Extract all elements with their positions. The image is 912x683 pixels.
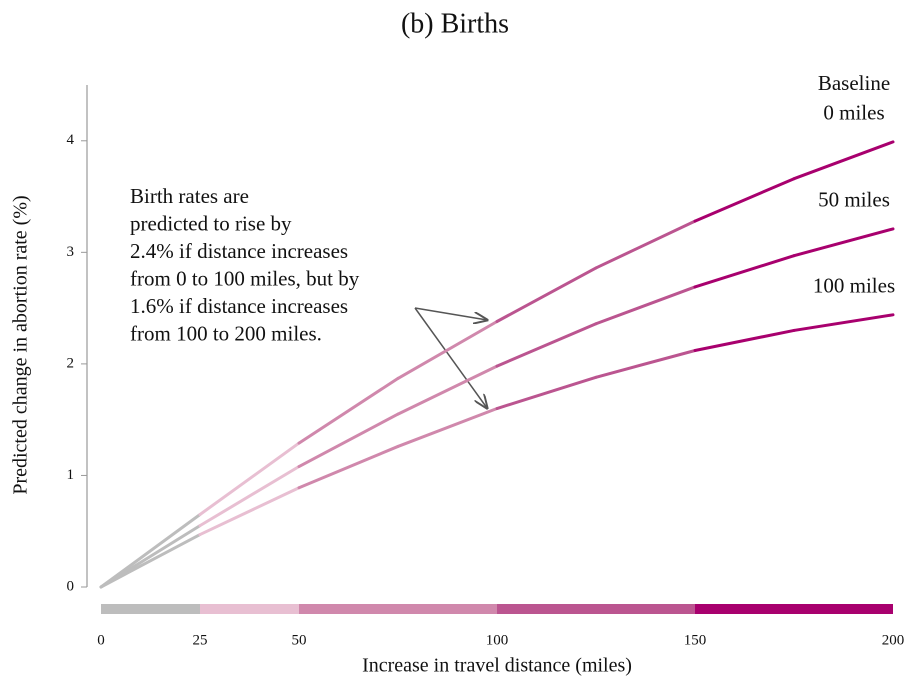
series-label: 0 miles — [823, 101, 884, 125]
y-tick-label: 3 — [67, 244, 75, 260]
line-segment — [297, 412, 400, 469]
line-segment — [594, 219, 697, 270]
line-segment — [297, 376, 400, 445]
x-tick-label: 150 — [684, 632, 707, 648]
line-segment — [792, 227, 895, 258]
y-tick-label: 1 — [67, 467, 75, 483]
line-segment — [396, 407, 499, 448]
line-segment — [198, 465, 301, 528]
annotation: from 100 to 200 miles. — [130, 321, 322, 345]
color-bar-segment — [101, 604, 200, 614]
line-segment — [198, 441, 301, 516]
line-segment — [396, 319, 499, 380]
x-tick-label: 100 — [486, 632, 509, 648]
x-tick-label: 0 — [97, 632, 105, 648]
line-segment — [594, 285, 697, 326]
x-tick-label: 25 — [193, 632, 208, 648]
series-label: 50 miles — [818, 188, 890, 212]
line-segment — [693, 328, 796, 353]
line-segment — [99, 512, 202, 589]
arrow — [414, 307, 487, 320]
line-segment — [495, 266, 598, 323]
chart-title: (b) Births — [401, 8, 509, 39]
line-segment — [198, 486, 301, 537]
annotation: predicted to rise by — [130, 211, 292, 235]
x-tick-label: 200 — [882, 632, 905, 648]
line-segment — [99, 533, 202, 589]
color-bar-segment — [695, 604, 893, 614]
x-axis-label: Increase in travel distance (miles) — [362, 655, 632, 677]
line-segment — [693, 254, 796, 289]
legend-title: Baseline — [818, 71, 890, 95]
x-tick-label: 50 — [292, 632, 307, 648]
color-bar-segment — [497, 604, 695, 614]
line-segment — [396, 364, 499, 416]
annotation: from 0 to 100 miles, but by — [130, 266, 360, 290]
y-axis-label: Predicted change in abortion rate (%) — [10, 195, 32, 494]
line-segment — [297, 444, 400, 490]
line-segment — [594, 349, 697, 379]
y-tick-label: 0 — [67, 578, 75, 594]
y-tick-label: 2 — [67, 355, 75, 371]
line-segment — [495, 375, 598, 411]
annotation: Birth rates are — [130, 184, 249, 208]
line-segment — [693, 177, 796, 223]
annotation: 2.4% if distance increases — [130, 239, 348, 263]
y-tick-label: 4 — [67, 132, 75, 148]
arrow — [414, 307, 487, 408]
line-segment — [792, 313, 895, 332]
color-bar-segment — [200, 604, 299, 614]
series-label: 100 miles — [813, 274, 895, 298]
color-bar-segment — [299, 604, 497, 614]
line-segment — [495, 322, 598, 368]
annotation: 1.6% if distance increases — [130, 294, 348, 318]
line-segment — [792, 140, 895, 181]
